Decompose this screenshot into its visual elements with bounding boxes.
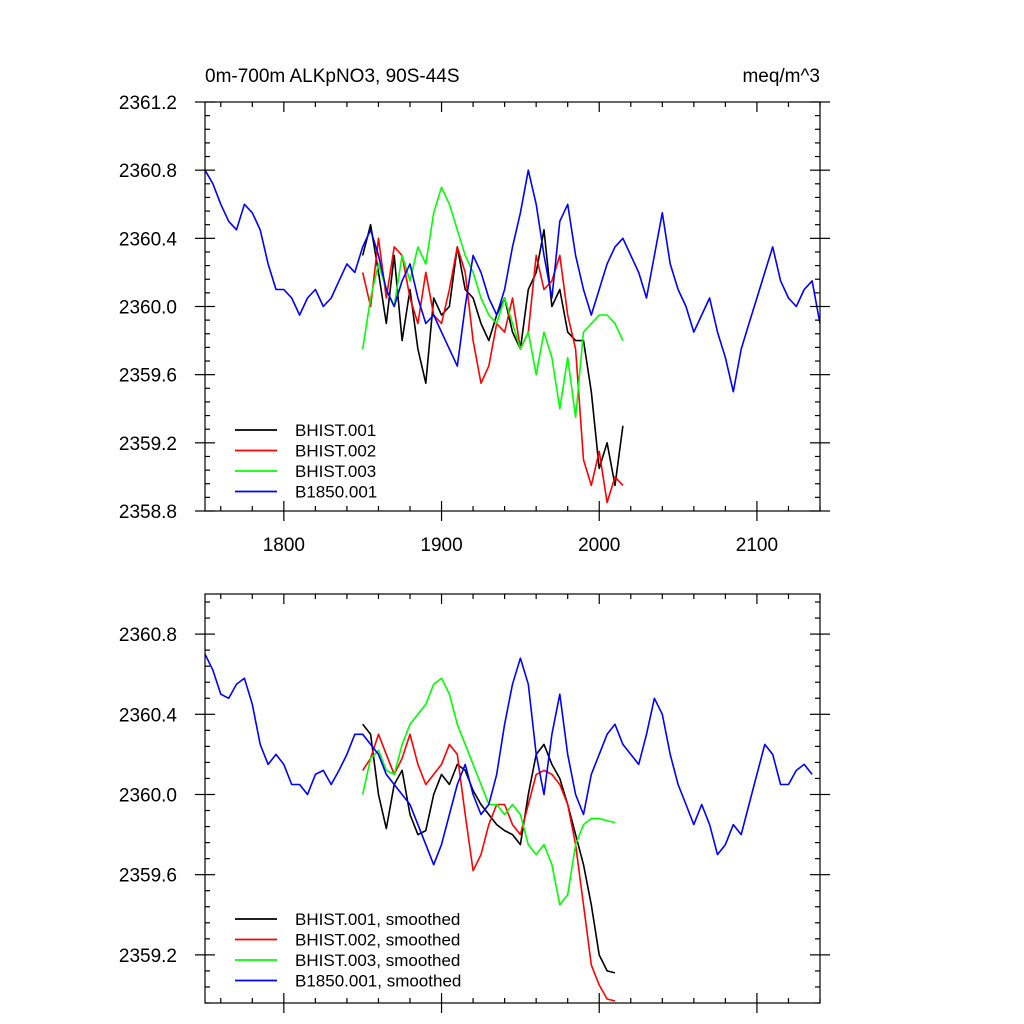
x-tick-label: 2000 — [578, 535, 620, 556]
y-tick-label: 2358.8 — [119, 502, 177, 523]
y-tick-label: 2360.4 — [119, 229, 178, 250]
series-line-bhist-001-smoothed — [362, 723, 616, 974]
y-tick-label: 2360.0 — [119, 298, 177, 319]
y-tick-label: 2360.4 — [119, 705, 178, 726]
chart-units: meq/m^3 — [742, 66, 820, 87]
y-tick-label: 2361.2 — [119, 93, 177, 114]
legend-label: BHIST.003 — [295, 462, 376, 481]
legend-label: BHIST.001, smoothed — [295, 910, 460, 929]
y-tick-label: 2359.6 — [119, 366, 177, 387]
x-tick-label: 2100 — [736, 535, 778, 556]
series-line-bhist-003 — [361, 186, 624, 419]
plot-frame — [204, 593, 821, 1004]
y-tick-label: 2359.2 — [119, 946, 177, 967]
y-tick-label: 2360.0 — [119, 785, 177, 806]
chart-title: 0m-700m ALKpNO3, 90S-44S — [205, 66, 460, 87]
y-tick-label: 2359.2 — [119, 434, 177, 455]
y-tick-label: 2360.8 — [119, 161, 177, 182]
legend-label: BHIST.003, smoothed — [295, 951, 460, 970]
x-tick-label: 1800 — [263, 535, 305, 556]
legend-label: BHIST.002 — [295, 442, 376, 461]
legend-label: BHIST.002, smoothed — [295, 931, 460, 950]
legend: BHIST.001, smoothed BHIST.002, smoothedBH… — [235, 910, 461, 991]
series-line-bhist-002-smoothed — [362, 733, 616, 1002]
y-tick-label: 2360.8 — [119, 625, 177, 646]
series-line-bhist-002 — [361, 237, 624, 504]
series-line-b1850-001-smoothed — [205, 653, 813, 866]
legend-label: B1850.001 — [295, 483, 377, 502]
legend-label: B1850.001, smoothed — [295, 972, 461, 991]
chart-panel-1: 0m-700m ALKpNO3, 90S-44S meq/m^3 1800 1900 2… — [119, 66, 830, 556]
x-tick-label: 1900 — [420, 535, 462, 556]
y-tick-label: 2359.6 — [119, 866, 177, 887]
legend-label: BHIST.001 — [295, 421, 376, 440]
series-line-bhist-001 — [361, 223, 624, 487]
chart-panel-2: 2359.2 2359.6 2360.0 2360.4 2360.8 BHIST.001,… — [119, 593, 830, 1013]
series-line-b1850-001 — [205, 169, 820, 393]
